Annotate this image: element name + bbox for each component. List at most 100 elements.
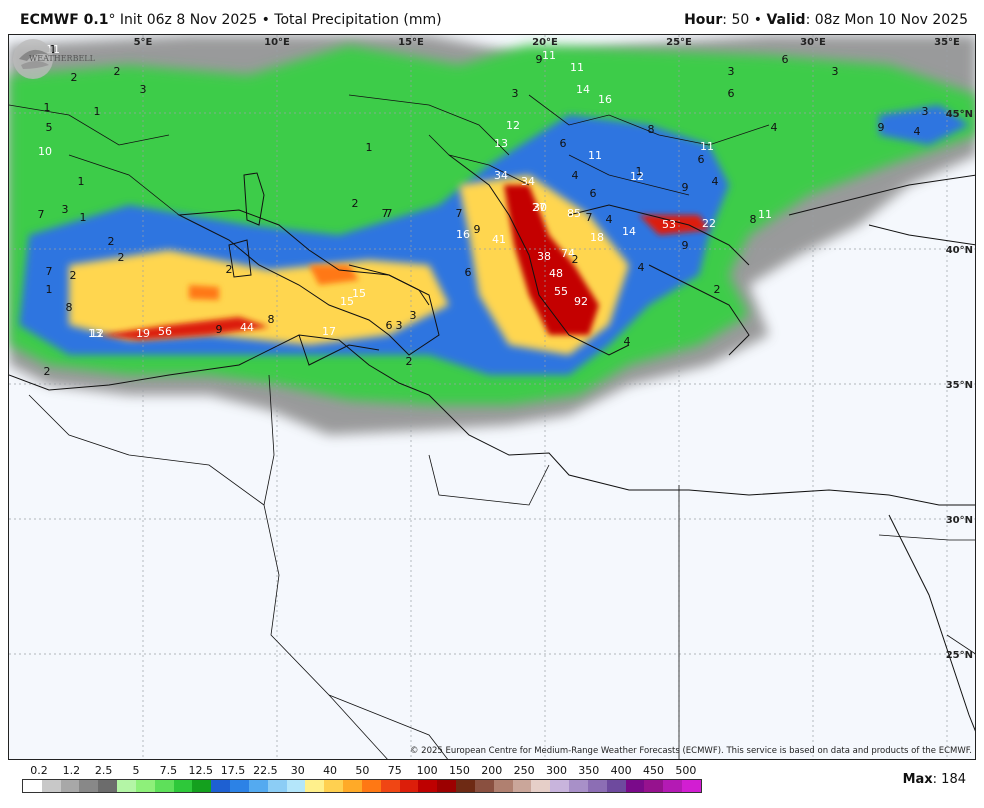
precip-point-value: 53 <box>662 218 676 231</box>
precip-point-value: 6 <box>465 266 472 279</box>
precip-point-value: 8 <box>66 301 73 314</box>
longitude-label: 10°E <box>264 37 290 48</box>
precip-point-value: 4 <box>914 125 921 138</box>
precip-point-value: 11 <box>542 49 556 62</box>
valid-label: Valid <box>766 12 806 28</box>
precip-point-value: 4 <box>624 335 631 348</box>
legend-tick-label: 1.2 <box>62 764 81 777</box>
legend-color-swatch <box>248 780 268 792</box>
precip-point-value: 1 <box>366 141 373 154</box>
precip-point-value: 4 <box>606 213 613 226</box>
legend-color-swatch <box>192 780 212 792</box>
legend-color-swatch <box>98 780 118 792</box>
latitude-label: 40°N <box>946 245 973 256</box>
precip-point-value: 38 <box>537 250 551 263</box>
title-separator: • <box>261 12 270 28</box>
legend-color-swatch <box>644 780 664 792</box>
precip-point-value: 4 <box>771 121 778 134</box>
legend-color-swatch <box>681 780 701 792</box>
precip-point-value: 6 <box>782 53 789 66</box>
precip-point-value: 85 <box>567 207 581 220</box>
precip-point-value: 6 <box>590 187 597 200</box>
precip-point-value: 9 <box>536 53 543 66</box>
model-name: ECMWF 0.1 <box>20 12 109 28</box>
legend-color-swatch <box>625 780 645 792</box>
country-borders <box>9 94 975 759</box>
precip-point-value: 1 <box>44 101 51 114</box>
precip-point-value: 48 <box>549 267 563 280</box>
precip-point-value: 7 <box>38 208 45 221</box>
precip-point-value: 1 <box>80 211 87 224</box>
longitude-label: 25°E <box>666 37 692 48</box>
precip-point-value: 2 <box>714 283 721 296</box>
model-title: ECMWF 0.1° Init 06z 8 Nov 2025 • Total P… <box>20 12 442 28</box>
precip-point-value: 56 <box>158 325 172 338</box>
precip-point-value: 1 <box>636 165 643 178</box>
precip-point-value: 8 <box>648 123 655 136</box>
precip-point-value: 9 <box>216 323 223 336</box>
precip-point-value: 13 <box>88 327 102 340</box>
precip-point-value: 2 <box>406 355 413 368</box>
legend-color-swatch <box>663 780 682 792</box>
legend-color-bar <box>22 779 702 793</box>
legend-color-swatch <box>399 780 419 792</box>
precip-point-value: 6 <box>728 87 735 100</box>
precip-point-value: 3 <box>832 65 839 78</box>
legend-tick-label: 400 <box>610 764 632 777</box>
max-value-label: Max: 184 <box>903 772 966 787</box>
max-value: : 184 <box>932 772 966 787</box>
legend-tick-label: 200 <box>481 764 503 777</box>
precip-point-value: 27 <box>532 201 546 214</box>
precip-point-value: 18 <box>590 231 604 244</box>
weatherbell-logo: WEATHERBELL <box>13 39 96 79</box>
legend-tick-label: 0.2 <box>30 764 48 777</box>
legend-tick-label: 7.5 <box>159 764 178 777</box>
precip-point-value: 2 <box>108 235 115 248</box>
legend-color-swatch <box>418 780 438 792</box>
precip-point-value: 3 <box>922 105 929 118</box>
precip-point-value: 2 <box>70 269 77 282</box>
legend-color-swatch <box>437 780 457 792</box>
precip-point-value: 2 <box>352 197 359 210</box>
precip-point-value: 3 <box>62 203 69 216</box>
legend-color-swatch <box>135 780 155 792</box>
precip-point-value: 30 <box>533 201 547 214</box>
hour-value: : 50 <box>722 12 750 28</box>
legend-color-swatch <box>550 780 570 792</box>
precip-point-value: 74 <box>561 247 575 260</box>
precip-point-value: 16 <box>598 93 612 106</box>
precip-point-value: 2 <box>114 65 121 78</box>
legend-color-swatch <box>286 780 306 792</box>
hour-label: Hour <box>684 12 723 28</box>
precip-point-value: 92 <box>574 295 588 308</box>
precip-point-value: 9 <box>878 121 885 134</box>
max-label: Max <box>902 772 933 787</box>
latitude-label: 25°N <box>946 650 973 661</box>
precip-point-value: 4 <box>712 175 719 188</box>
precip-point-value: 11 <box>758 208 772 221</box>
legend-tick-label: 12.5 <box>188 764 213 777</box>
legend-tick-label: 30 <box>290 764 305 777</box>
precip-point-value: 11 <box>588 149 602 162</box>
precip-point-value: 55 <box>554 285 568 298</box>
latitude-label: 30°N <box>946 515 973 526</box>
legend-color-swatch <box>267 780 287 792</box>
legend-tick-label: 75 <box>387 764 402 777</box>
legend-color-swatch <box>531 780 551 792</box>
precip-point-value: 7 <box>456 207 463 220</box>
precip-point-value: 19 <box>136 327 150 340</box>
valid-time-title: Hour: 50 • Valid: 08z Mon 10 Nov 2025 <box>684 12 968 28</box>
precip-point-value: 10 <box>38 145 52 158</box>
legend-tick-label: 500 <box>675 764 697 777</box>
legend-color-swatch <box>60 780 80 792</box>
copyright-notice: © 2025 European Centre for Medium-Range … <box>409 746 972 756</box>
init-time: Init 06z 8 Nov 2025 <box>119 12 258 28</box>
precip-point-value: 3 <box>728 65 735 78</box>
legend-color-swatch <box>587 780 607 792</box>
legend-tick-label: 50 <box>355 764 370 777</box>
precip-point-value: 7 <box>586 211 593 224</box>
legend-tick-label: 300 <box>545 764 567 777</box>
precip-point-value: 16 <box>456 228 470 241</box>
legend-color-swatch <box>512 780 532 792</box>
